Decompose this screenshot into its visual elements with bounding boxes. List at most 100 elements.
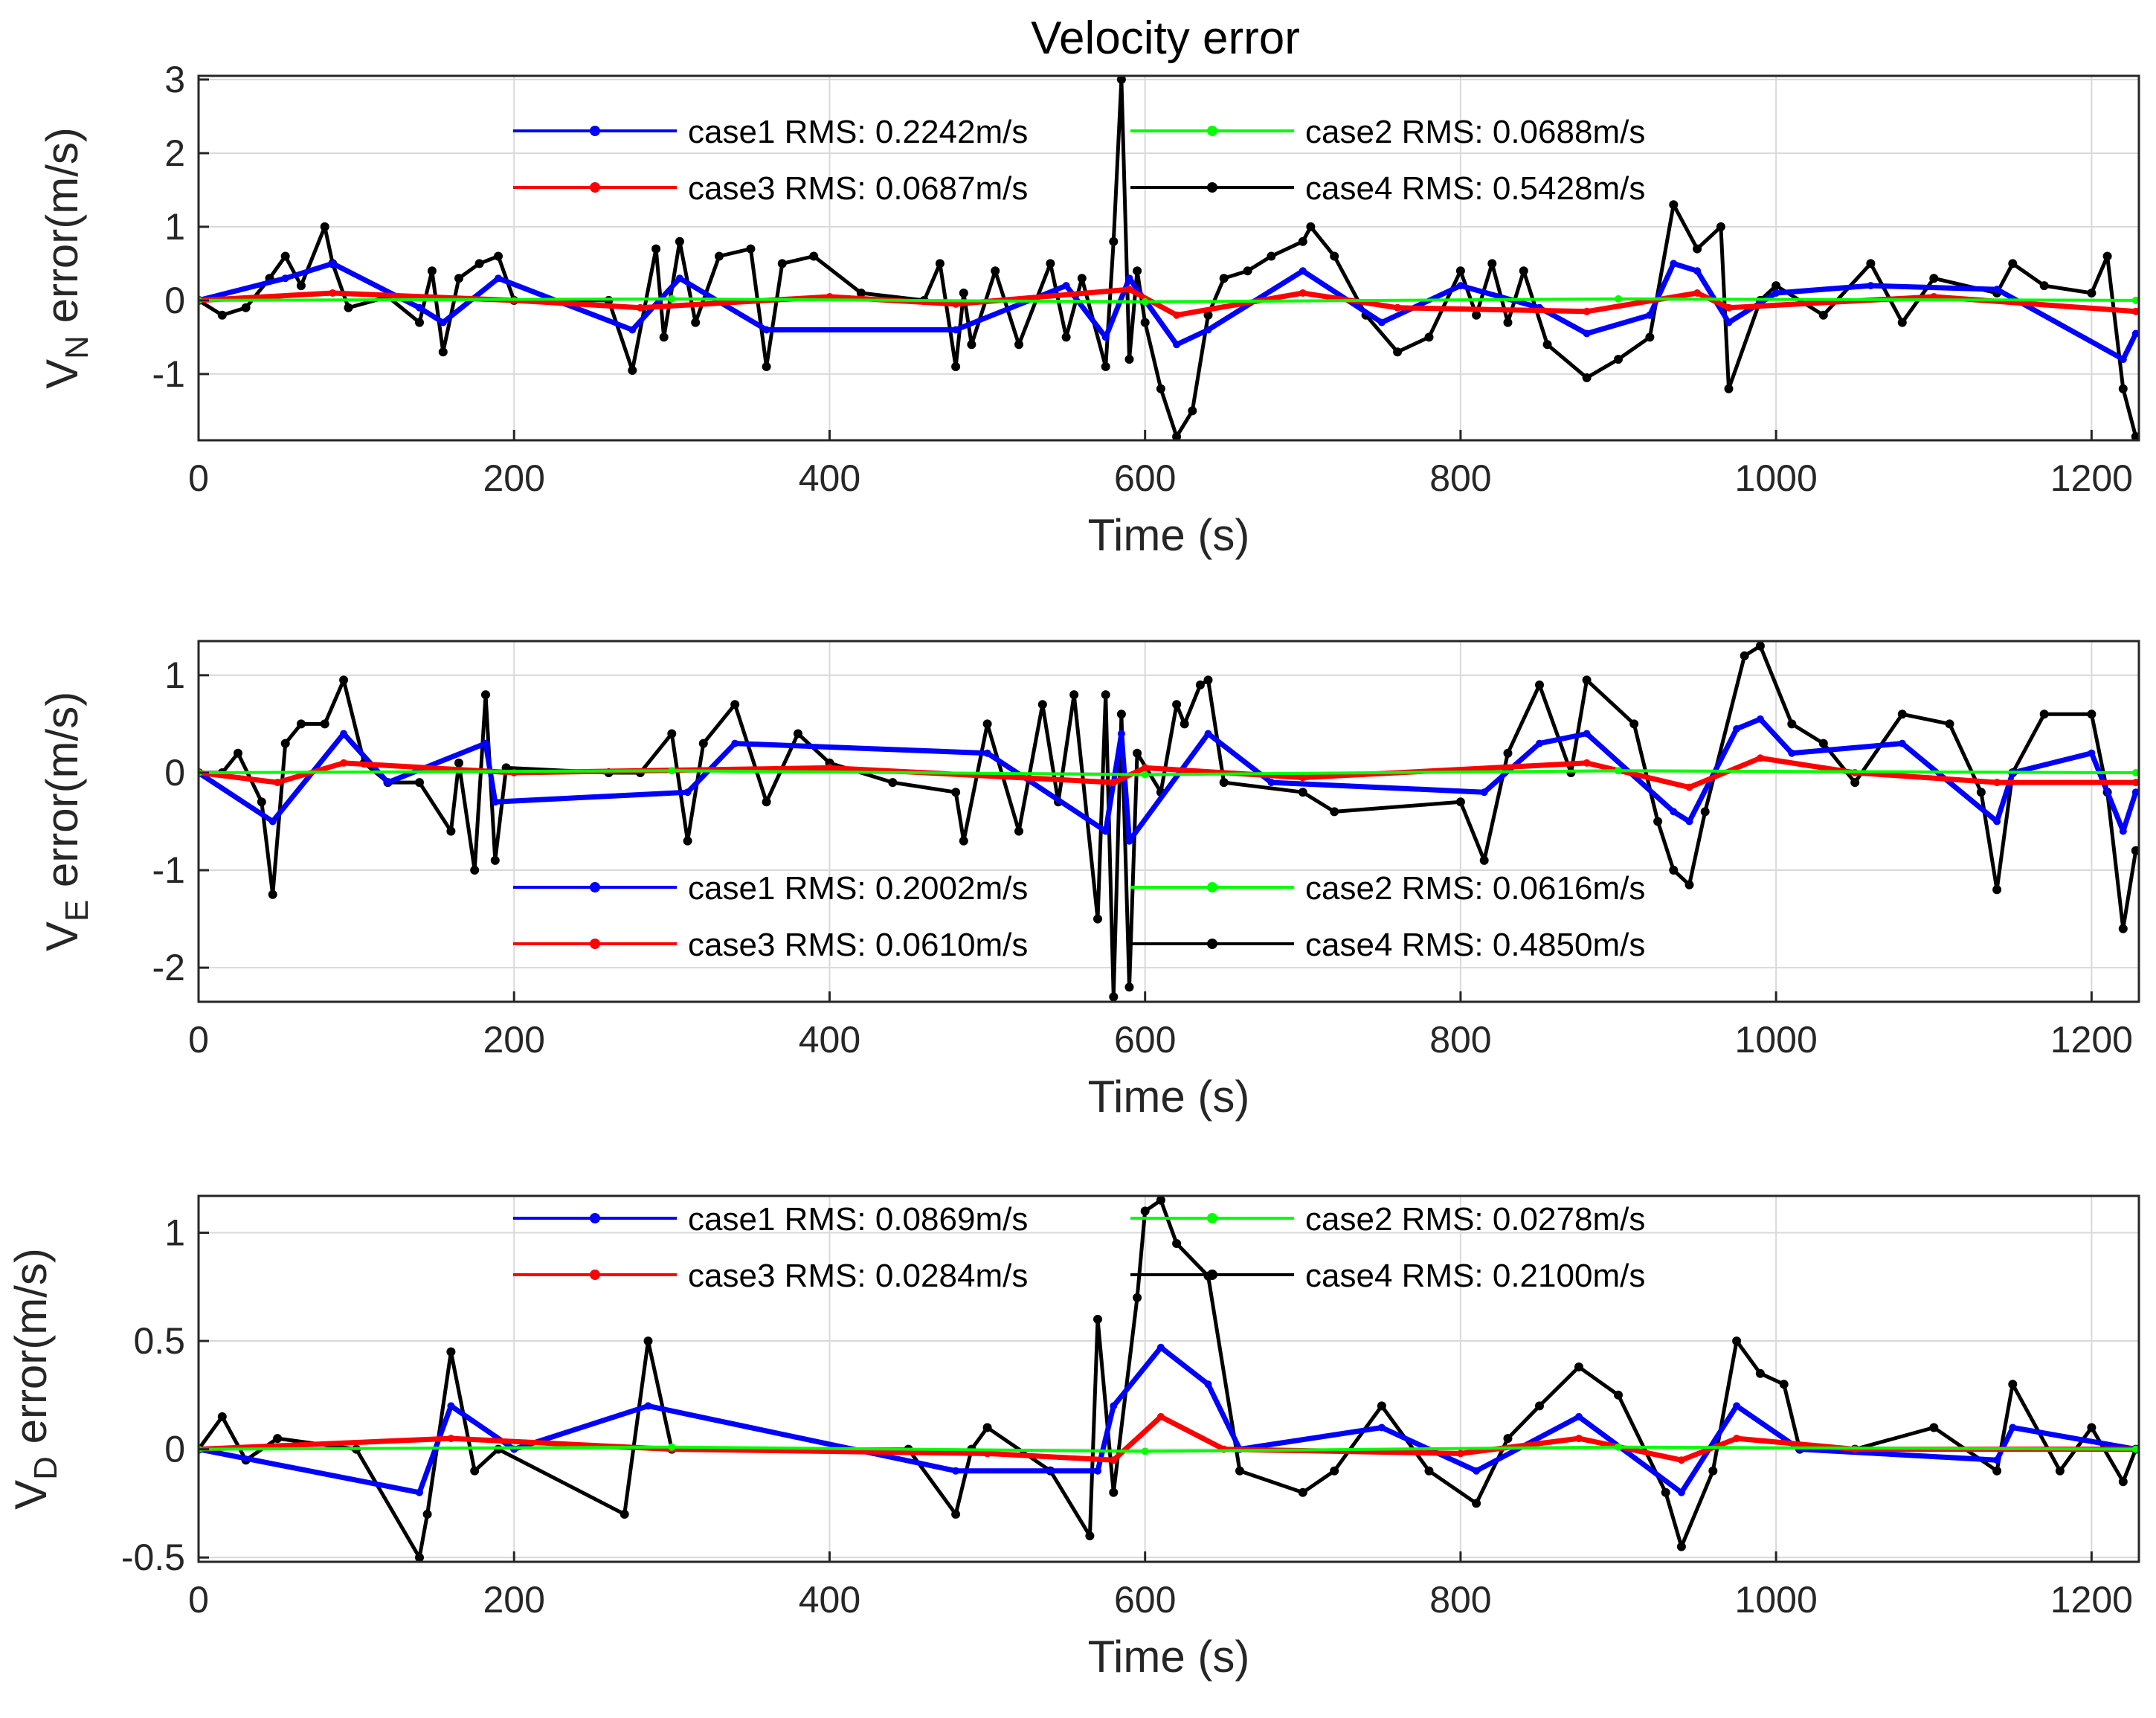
data-point-case4 [481,690,490,700]
data-point-case4 [794,729,802,739]
data-point-case4 [1306,222,1316,231]
data-point-case4 [1472,1499,1481,1508]
x-tick-label: 0 [188,457,209,499]
data-point-case2 [1141,297,1149,306]
data-point-case4 [1479,855,1489,865]
legend-entry: case4 RMS: 0.5428m/s [1305,170,1645,207]
data-point-case4 [494,251,503,261]
data-point-case4 [1693,244,1702,254]
data-point-case4 [257,797,266,807]
data-point-case4 [1614,1390,1623,1400]
data-point-case4 [1140,1206,1150,1216]
data-point-case4 [1992,1466,2002,1476]
data-point-case1 [1733,1402,1741,1410]
y-tick-label: 3 [164,59,185,100]
legend-marker [1207,182,1217,193]
data-point-case4 [730,700,740,710]
data-point-case4 [1014,826,1023,836]
data-point-case2 [668,295,676,303]
data-point-case1 [983,749,991,757]
legend: case1 RMS: 0.2002m/s case2 RMS: 0.0616m/s… [513,870,1645,963]
x-tick-label: 1200 [2050,1579,2133,1621]
data-point-case4 [1661,1487,1670,1497]
x-tick-label: 1200 [2050,1019,2133,1061]
x-tick-label: 400 [799,457,860,499]
x-tick-label: 400 [799,1579,860,1621]
data-point-case4 [1235,1466,1244,1476]
data-point-case4 [1818,310,1828,320]
data-point-case4 [427,266,437,276]
data-point-case4 [1172,432,1182,440]
data-point-case1 [416,1488,423,1496]
data-point-case4 [280,739,290,748]
data-point-case4 [1629,719,1639,729]
data-point-case4 [982,719,992,729]
legend-entry: case4 RMS: 0.2100m/s [1305,1258,1645,1294]
subplot-2: 0 200 400 600 800 1000 1200 -2 -1 0 1 Time (s) VE er… [37,640,2140,1122]
data-point-case4 [1503,318,1513,327]
data-point-case4 [991,266,1000,276]
data-point-case4 [1850,778,1860,788]
data-point-case3 [1110,779,1118,787]
data-point-case4 [1708,1466,1718,1476]
data-point-case4 [628,366,637,375]
data-point-case4 [651,244,661,254]
data-point-case1 [1725,318,1733,326]
data-point-case4 [1180,719,1189,729]
data-point-case1 [281,274,289,283]
data-point-case3 [1456,1450,1464,1458]
data-point-case4 [1669,200,1679,210]
data-point-case3 [1583,759,1591,767]
data-point-case4 [2039,281,2049,291]
data-point-case1 [1993,286,2001,294]
data-point-case2 [1615,767,1622,775]
subplot-1: 0 200 400 600 800 1000 1200 -1 0 1 2 3 Time (s) VN er… [37,59,2140,560]
data-point-case4 [1700,807,1710,817]
data-point-case3 [1110,1456,1118,1464]
data-point-case1 [1094,1467,1101,1475]
data-point-case4 [1779,1380,1789,1389]
data-point-case4 [698,739,708,748]
legend-marker [590,182,600,193]
data-point-case3 [952,300,960,308]
data-point-case4 [344,303,353,312]
data-point-case4 [2118,1477,2128,1487]
data-point-case4 [1109,992,1119,1002]
data-point-case1 [329,260,337,268]
data-point-case4 [446,826,456,836]
data-point-case4 [1267,251,1276,261]
data-point-case1 [731,739,739,747]
data-point-case4 [691,318,701,327]
axes-frame [197,74,2140,442]
data-point-case4 [982,1423,992,1432]
data-point-case4 [2087,289,2097,297]
series-line-case4 [199,77,2138,439]
data-point-case2 [2131,1445,2139,1453]
data-point-case4 [415,318,424,327]
data-point-case3 [1299,773,1307,782]
data-point-case4 [241,303,251,312]
y-tick-label: 2 [164,132,185,174]
data-point-case4 [1298,1487,1307,1497]
data-point-case4 [1133,266,1142,276]
data-point-case4 [1243,266,1252,276]
data-point-case4 [1093,1314,1102,1324]
data-point-case4 [1085,1531,1095,1541]
data-point-case3 [1575,1435,1583,1443]
x-tick-label: 0 [188,1019,209,1061]
data-point-case4 [1046,259,1055,268]
y-tick-label: -1 [152,353,185,395]
data-point-case4 [809,251,819,261]
data-point-case4 [474,259,484,268]
data-point-case4 [1929,1423,1939,1432]
data-point-case1 [1117,730,1125,738]
data-point-case4 [762,362,771,371]
y-tick-label: 1 [164,654,185,696]
data-point-case4 [762,797,771,807]
data-point-case4 [1645,332,1655,342]
data-point-case1 [491,798,499,806]
data-point-case4 [959,836,968,846]
data-point-case4 [1684,880,1694,889]
data-point-case4 [470,1466,480,1476]
